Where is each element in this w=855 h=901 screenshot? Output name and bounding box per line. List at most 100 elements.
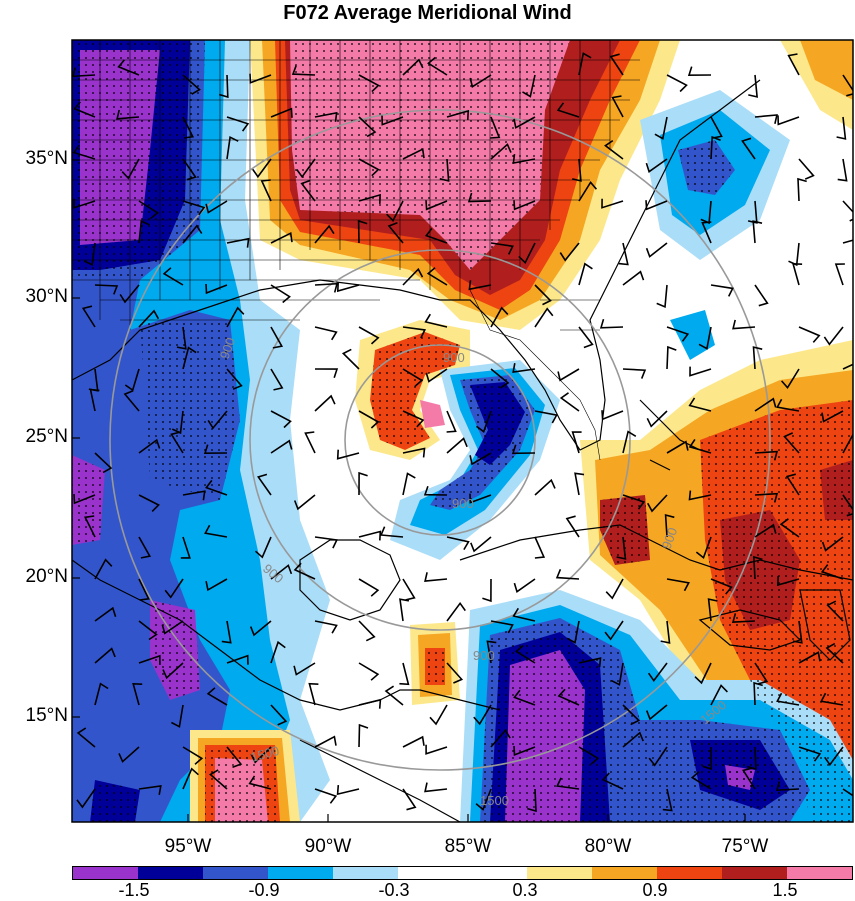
wind-barb: [518, 242, 536, 265]
wind-barb: [842, 494, 853, 517]
wind-barb: [645, 242, 668, 258]
wind-barb: [76, 788, 96, 809]
wind-barb: [254, 536, 272, 559]
wind-barb: [787, 53, 800, 76]
lat-label-30n: 30°N: [25, 286, 68, 307]
lon-label-80w: 80°W: [584, 836, 632, 857]
wind-barb: [203, 444, 228, 455]
colorbar-cell: [787, 867, 853, 879]
wind-barb: [132, 682, 143, 706]
wind-barb: [426, 267, 448, 286]
wind-barb: [475, 788, 492, 811]
wind-barb: [490, 306, 509, 328]
wind-barb: [314, 282, 339, 293]
wind-barb: [182, 746, 204, 765]
wind-barb: [688, 397, 712, 412]
colorbar-label-0-3: 0.3: [512, 880, 538, 900]
wind-barb: [270, 231, 293, 244]
wind-barb: [578, 746, 600, 765]
wind-barb: [314, 536, 338, 549]
colorbar-cell: [267, 867, 333, 879]
colorbar-cell: [137, 867, 203, 879]
wind-barb: [270, 640, 286, 664]
ring-label-900-1: 900: [443, 350, 465, 365]
wind-barb: [424, 313, 448, 328]
wind-barb: [646, 410, 668, 428]
colorbar-cell: [592, 867, 658, 879]
wind-barb: [689, 366, 712, 377]
wind-barb: [486, 640, 497, 664]
wind-barb: [820, 564, 844, 580]
wind-barb: [226, 116, 250, 132]
wind-barb: [468, 280, 492, 291]
wind-barb: [83, 242, 96, 266]
wind-barb: [358, 723, 369, 748]
wind-barb: [534, 478, 556, 496]
wind-barb: [604, 139, 624, 160]
colorbar-label-neg-1-5: -1.5: [118, 880, 150, 900]
wind-barb: [226, 306, 245, 328]
wind-barb: [571, 431, 582, 454]
wind-barb: [358, 193, 381, 204]
wind-barb: [511, 444, 536, 455]
wind-barb: [578, 326, 594, 349]
wind-barb: [270, 439, 293, 454]
wind-barb: [429, 704, 448, 726]
wind-barb: [138, 654, 161, 665]
wind-barb: [842, 788, 853, 797]
wind-barb: [250, 746, 272, 764]
wind-barb: [72, 144, 96, 160]
wind-barb: [358, 74, 380, 93]
wind-barb: [513, 689, 536, 706]
wind-barb: [402, 735, 425, 748]
wind-barb: [622, 494, 646, 510]
wind-barb: [358, 410, 380, 429]
wind-barb: [138, 536, 152, 559]
wind-barb: [754, 114, 778, 124]
wind-barb: [399, 598, 410, 622]
contour-pos-light-e-edge: [800, 40, 853, 100]
wind-barb: [314, 326, 338, 341]
wind-barb: [124, 368, 140, 392]
wind-barb: [358, 662, 380, 681]
wind-barb: [293, 562, 316, 580]
wind-barb: [424, 782, 448, 793]
colorbar-label-neg-0-9: -0.9: [248, 880, 280, 900]
wind-barb: [386, 200, 404, 222]
wind-barb: [314, 620, 338, 634]
wind-barb: [446, 601, 466, 622]
wind-barb: [116, 109, 140, 120]
wind-barb: [798, 158, 815, 180]
wind-barb: [513, 116, 536, 129]
wind-barb: [780, 368, 800, 390]
wind-barb: [710, 116, 723, 139]
wind-barb: [72, 67, 96, 78]
wind-barb: [379, 526, 404, 538]
wind-barb: [425, 200, 448, 211]
wind-barb: [534, 307, 554, 328]
wind-barb: [490, 729, 511, 748]
wind-barb: [138, 578, 150, 601]
wind-barb: [656, 284, 668, 309]
wind-barb: [182, 116, 195, 139]
ring-label-900-3: 900: [217, 336, 239, 362]
wind-barb: [249, 620, 272, 637]
wind-barb: [226, 135, 239, 160]
wind-barb: [754, 450, 779, 461]
wind-barb: [260, 179, 272, 202]
wind-barb: [270, 564, 293, 580]
wind-barb: [776, 692, 800, 706]
wind-barb: [304, 431, 316, 454]
colorbar-cell: [462, 867, 528, 879]
wind-barb: [138, 309, 160, 328]
wind-barbs: [72, 52, 853, 813]
wind-barb: [293, 494, 316, 511]
wind-barb: [490, 368, 510, 389]
wind-barb: [513, 200, 536, 211]
wind-barb: [688, 438, 712, 454]
wind-barb: [138, 494, 160, 512]
wind-barb: [76, 727, 96, 748]
wind-barb: [94, 558, 113, 580]
wind-barb: [798, 746, 822, 762]
lat-label-20n: 20°N: [25, 566, 68, 587]
